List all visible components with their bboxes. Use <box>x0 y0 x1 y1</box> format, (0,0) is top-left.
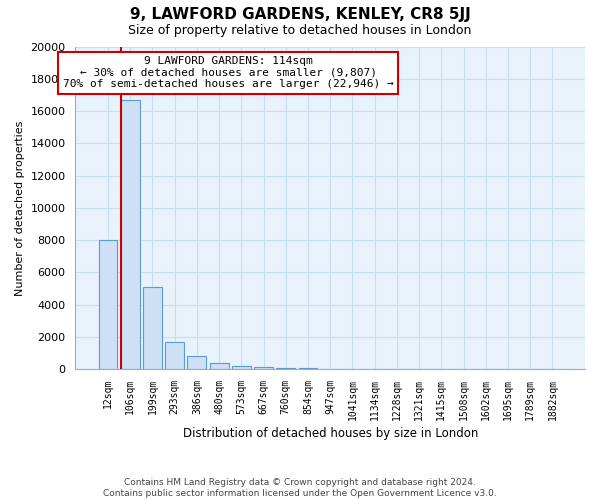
X-axis label: Distribution of detached houses by size in London: Distribution of detached houses by size … <box>182 427 478 440</box>
Bar <box>165 342 184 369</box>
Text: Size of property relative to detached houses in London: Size of property relative to detached ho… <box>128 24 472 37</box>
Bar <box>277 368 295 369</box>
Bar <box>143 287 162 369</box>
Bar <box>299 368 317 369</box>
Text: 9 LAWFORD GARDENS: 114sqm
← 30% of detached houses are smaller (9,807)
70% of se: 9 LAWFORD GARDENS: 114sqm ← 30% of detac… <box>63 56 394 90</box>
Y-axis label: Number of detached properties: Number of detached properties <box>15 120 25 296</box>
Bar <box>98 240 118 369</box>
Bar <box>209 363 229 369</box>
Text: Contains HM Land Registry data © Crown copyright and database right 2024.
Contai: Contains HM Land Registry data © Crown c… <box>103 478 497 498</box>
Bar <box>187 356 206 369</box>
Bar <box>121 100 140 369</box>
Bar <box>254 368 273 369</box>
Bar <box>232 366 251 369</box>
Text: 9, LAWFORD GARDENS, KENLEY, CR8 5JJ: 9, LAWFORD GARDENS, KENLEY, CR8 5JJ <box>130 8 470 22</box>
